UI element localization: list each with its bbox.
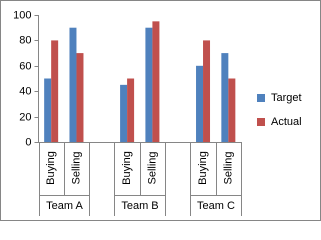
x-tick-label: Selling — [70, 151, 82, 184]
y-tick-label: 60 — [19, 60, 31, 72]
legend-swatch — [257, 118, 265, 126]
y-tick-label: 100 — [13, 9, 31, 21]
bar — [120, 84, 128, 142]
bar — [221, 53, 229, 142]
y-tick-label: 0 — [25, 136, 31, 148]
x-tick-label: Selling — [146, 151, 158, 184]
bar — [196, 65, 204, 142]
bar — [145, 27, 153, 143]
bar — [76, 53, 84, 142]
bar — [69, 27, 77, 143]
x-tick-label: Buying — [45, 151, 57, 185]
group-label: Team A — [46, 200, 83, 212]
bar — [127, 78, 135, 142]
legend-swatch — [257, 94, 265, 102]
chart: 0 20 40 60 80 100 Buying Selling Buying Selling Bu… — [0, 0, 321, 221]
legend-label: Target — [271, 92, 302, 104]
y-tick-label: 80 — [19, 34, 31, 46]
x-tick-label: Selling — [222, 151, 234, 184]
bar — [152, 21, 160, 143]
bar — [228, 78, 236, 142]
bar — [203, 40, 211, 142]
x-tick-label: Buying — [197, 151, 209, 185]
x-tick-label: Buying — [121, 151, 133, 185]
y-tick-label: 20 — [19, 111, 31, 123]
bar — [44, 78, 52, 142]
bar — [51, 40, 59, 142]
group-label: Team C — [197, 200, 235, 212]
legend-label: Actual — [271, 116, 302, 128]
group-label: Team B — [121, 200, 158, 212]
y-tick-label: 40 — [19, 85, 31, 97]
